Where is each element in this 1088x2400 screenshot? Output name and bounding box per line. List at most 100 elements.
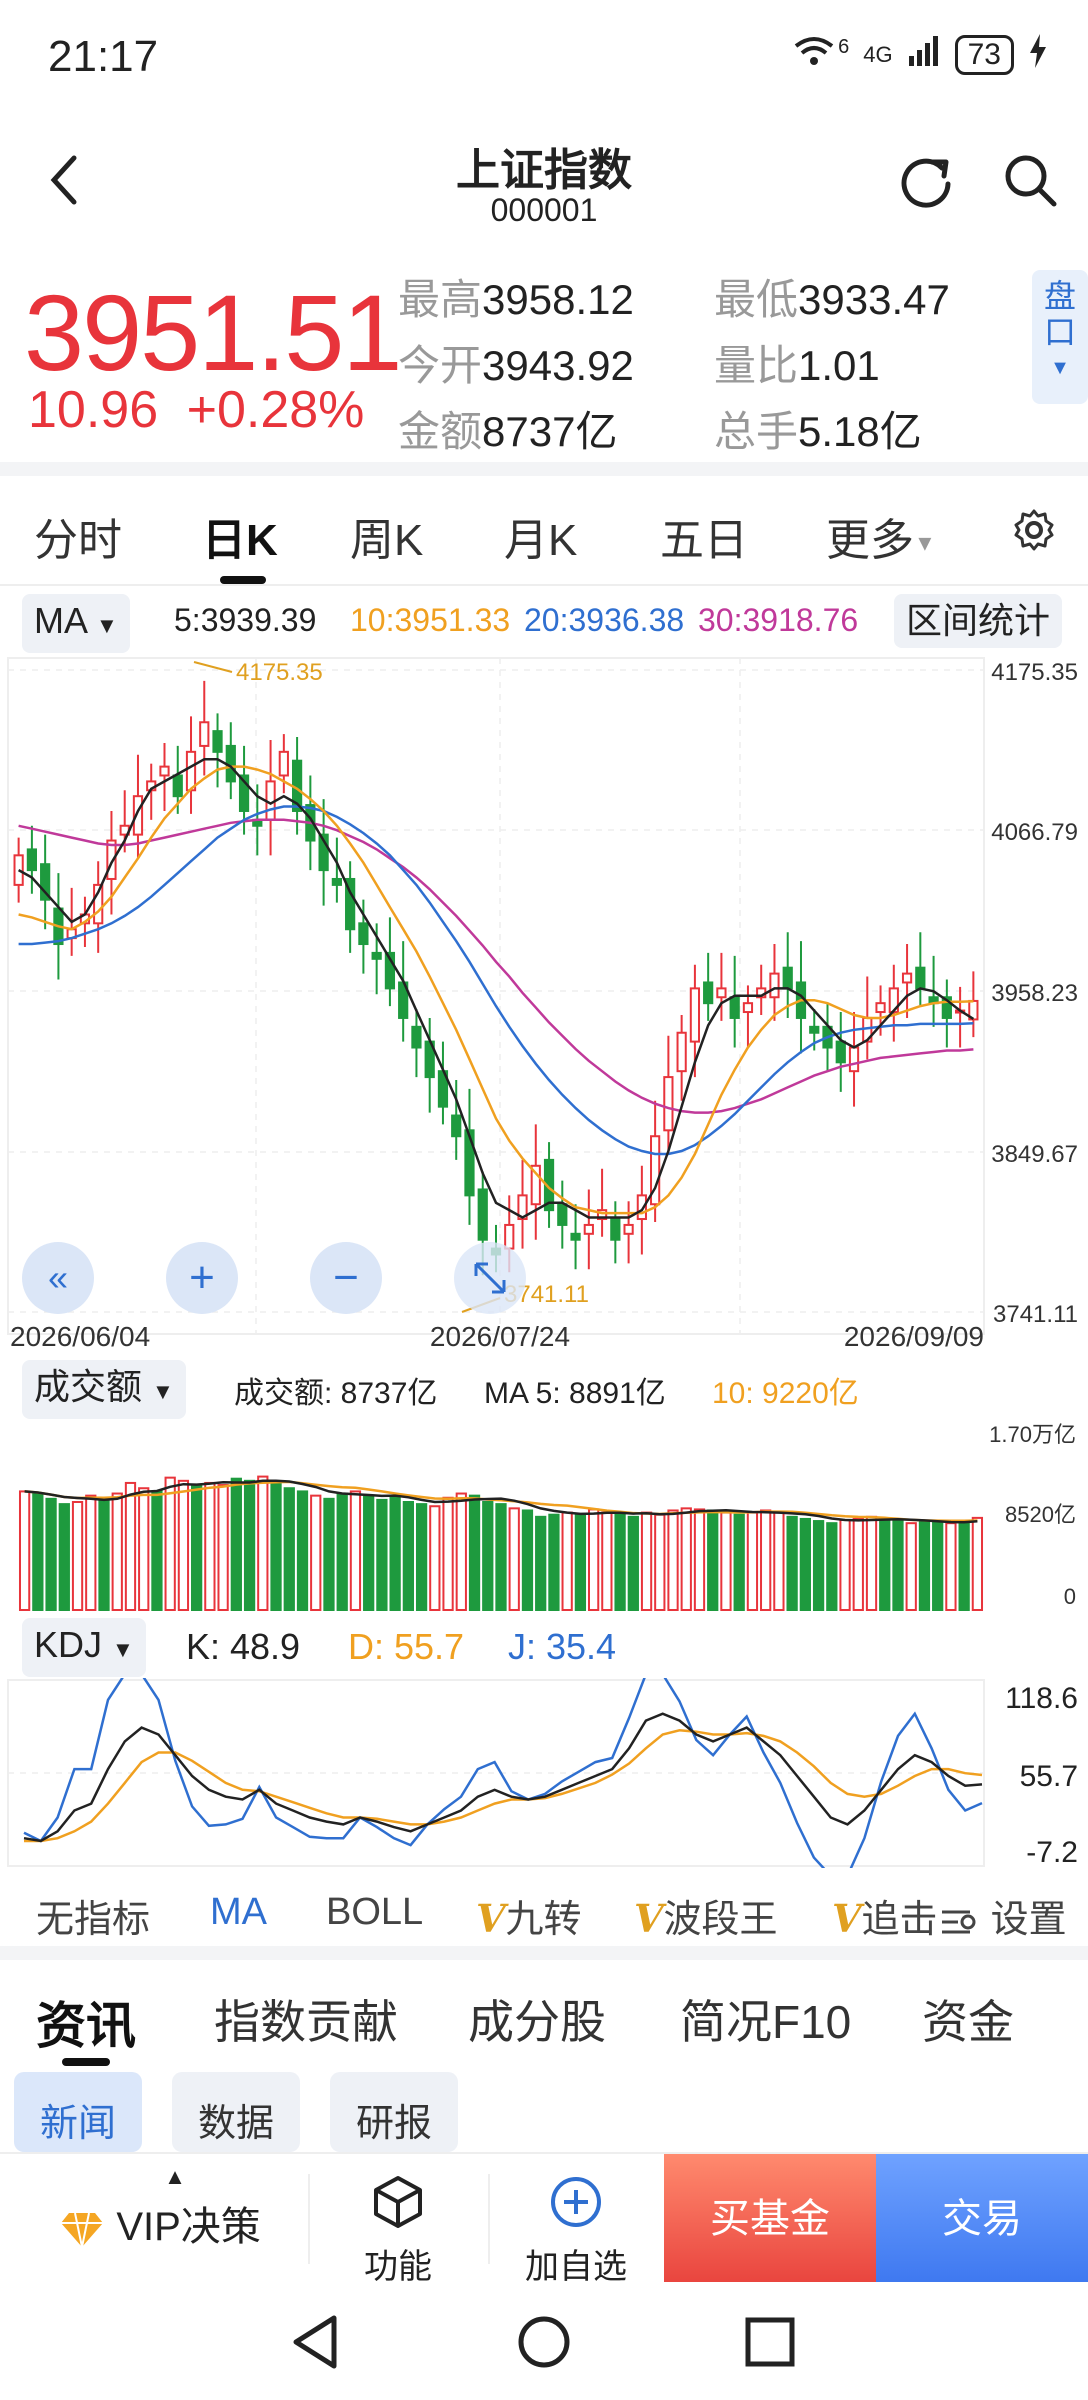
trade-button[interactable]: 交易 [876, 2154, 1088, 2284]
caret-down-icon: ▼ [914, 530, 936, 556]
kdj-selector[interactable]: KDJ ▼ [22, 1618, 146, 1677]
kdj-d-value: D: 55.7 [348, 1626, 465, 1667]
indicator-tab-label: 波段王 [663, 1899, 778, 1941]
candle-body [504, 1223, 515, 1250]
cell-signal-icon [907, 34, 941, 76]
indicator-settings-button[interactable]: 设置 [936, 1888, 1067, 1943]
tab-constituents[interactable]: 成分股 [468, 1996, 606, 2048]
back-button[interactable] [44, 150, 104, 220]
volume-bar [243, 1479, 256, 1611]
x-axis-labels: 2026/06/04 2026/07/24 2026/09/09 [10, 1321, 984, 1352]
kdj-chart[interactable]: 118.6 55.7 -7.2 [0, 1678, 1088, 1868]
tab-five-day[interactable]: 五日 [660, 516, 748, 565]
plus-icon: + [189, 1253, 215, 1302]
caret-up-icon: ▲ [164, 2164, 186, 2189]
fullscreen-button[interactable] [454, 1242, 526, 1314]
zoom-out-button[interactable]: − [310, 1242, 382, 1314]
volume-bar [71, 1501, 84, 1611]
volume-bar [376, 1498, 388, 1611]
tab-index-contribution[interactable]: 指数贡献 [214, 1996, 398, 2048]
volume-ma5-line [24, 1479, 978, 1524]
vip-decision-button[interactable]: ▲ VIP决策 [40, 2164, 280, 2252]
zoom-reset-button[interactable]: « [22, 1242, 94, 1314]
tab-more[interactable]: 更多▼ [826, 504, 936, 568]
indicator-tab-nine-turn[interactable]: V九转 [476, 1888, 582, 1943]
tab-daily-k[interactable]: 日K [202, 516, 278, 565]
status-bar: 21:17 6 4G 73 [0, 0, 1088, 110]
tab-capital-flow[interactable]: 资金 [922, 1996, 1014, 2048]
nav-recents-icon[interactable] [744, 2316, 796, 2368]
zoom-in-button[interactable]: + [166, 1242, 238, 1314]
x-tick-label: 2026/07/24 [430, 1321, 570, 1352]
volume-chart[interactable]: 1.70万亿 8520亿 0 [0, 1418, 1088, 1614]
stat-value: 5.18亿 [798, 408, 922, 455]
candlestick-chart[interactable]: 4175.35 4066.79 3958.23 3849.67 3741.11 2026… [0, 652, 1088, 1352]
search-button[interactable] [1000, 150, 1060, 210]
caret-down-icon: ▼ [112, 1637, 134, 1662]
volume-bar [945, 1522, 957, 1611]
vip-v-badge: V [476, 1896, 506, 1941]
kdj-j-line [23, 1678, 983, 1868]
change-value: 10.96 [28, 381, 159, 439]
vip-v-badge: V [634, 1896, 664, 1941]
indicator-tab-ma[interactable]: MA [210, 1888, 267, 1934]
volume-bar [799, 1517, 811, 1611]
stat-value: 3933.47 [798, 276, 950, 323]
nav-back-icon[interactable] [290, 2314, 340, 2370]
subtab-data[interactable]: 数据 [172, 2072, 301, 2152]
ma-legend-row: MA ▼ 5:3939.39 10:3951.33 20:3936.38 30:… [0, 590, 1088, 653]
function-button[interactable]: 功能 [340, 2174, 456, 2288]
kdj-axis-label: -7.2 [1026, 1836, 1078, 1868]
volume-bar [389, 1496, 401, 1611]
stat-turnover: 总手5.18亿 [714, 398, 922, 459]
volume-bar [468, 1494, 481, 1611]
candle-body [451, 1114, 462, 1138]
candle-body [716, 987, 727, 999]
candle-body [345, 877, 356, 931]
candle-body [331, 877, 342, 886]
status-icons: 6 4G 73 [792, 34, 1048, 76]
ma30-value: 30:3918.76 [698, 602, 859, 638]
indicator-tab-wave-king[interactable]: V波段王 [634, 1888, 778, 1943]
candle-body [782, 966, 793, 990]
volume-bar [879, 1517, 891, 1611]
y-tick-label: 4175.35 [991, 659, 1078, 686]
stat-value: 8737亿 [482, 408, 618, 455]
tab-overview-f10[interactable]: 简况F10 [680, 1996, 852, 2048]
add-watchlist-button[interactable]: 加自选 [506, 2174, 646, 2288]
volume-bar [812, 1520, 825, 1611]
volume-bars [18, 1475, 984, 1611]
tab-weekly-k[interactable]: 周K [350, 516, 424, 565]
tab-news[interactable]: 资讯 [36, 1998, 136, 2054]
volume-bar [654, 1513, 666, 1611]
subtab-news[interactable]: 新闻 [14, 2072, 143, 2152]
page-title: 上证指数 [456, 146, 632, 195]
volume-bar [905, 1522, 917, 1611]
volume-ma10-line [24, 1480, 978, 1523]
nav-home-icon[interactable] [516, 2314, 572, 2370]
range-stats-button[interactable]: 区间统计 [894, 594, 1063, 648]
vip-decision-label: VIP决策 [116, 2205, 261, 2249]
volume-bar [283, 1487, 295, 1611]
tab-intraday[interactable]: 分时 [34, 516, 122, 565]
indicator-tab-none[interactable]: 无指标 [36, 1888, 150, 1943]
subtab-research[interactable]: 研报 [330, 2072, 459, 2152]
indicator-tab-label: 追击 [861, 1899, 938, 1941]
stat-label: 最高 [398, 276, 483, 323]
indicator-tab-boll[interactable]: BOLL [326, 1888, 423, 1934]
tab-monthly-k[interactable]: 月K [504, 516, 578, 565]
volume-bar [548, 1513, 560, 1611]
kdj-d-line [24, 1729, 983, 1843]
chart-settings-button[interactable] [1012, 508, 1056, 557]
refresh-button[interactable] [896, 150, 956, 210]
candle-body [199, 721, 210, 747]
volume-selector[interactable]: 成交额 ▼ [22, 1360, 186, 1419]
ma-selector[interactable]: MA ▼ [22, 594, 130, 653]
buy-fund-button[interactable]: 买基金 [664, 2154, 876, 2284]
y-tick-label: 4066.79 [991, 819, 1078, 846]
sliders-icon [942, 1910, 976, 1934]
order-book-tab[interactable]: 盘 口 ▼ [1032, 270, 1088, 404]
indicator-tab-chase[interactable]: V追击 [832, 1888, 944, 1943]
indicator-settings-label: 设置 [990, 1899, 1067, 1941]
volume-bar [495, 1503, 507, 1611]
